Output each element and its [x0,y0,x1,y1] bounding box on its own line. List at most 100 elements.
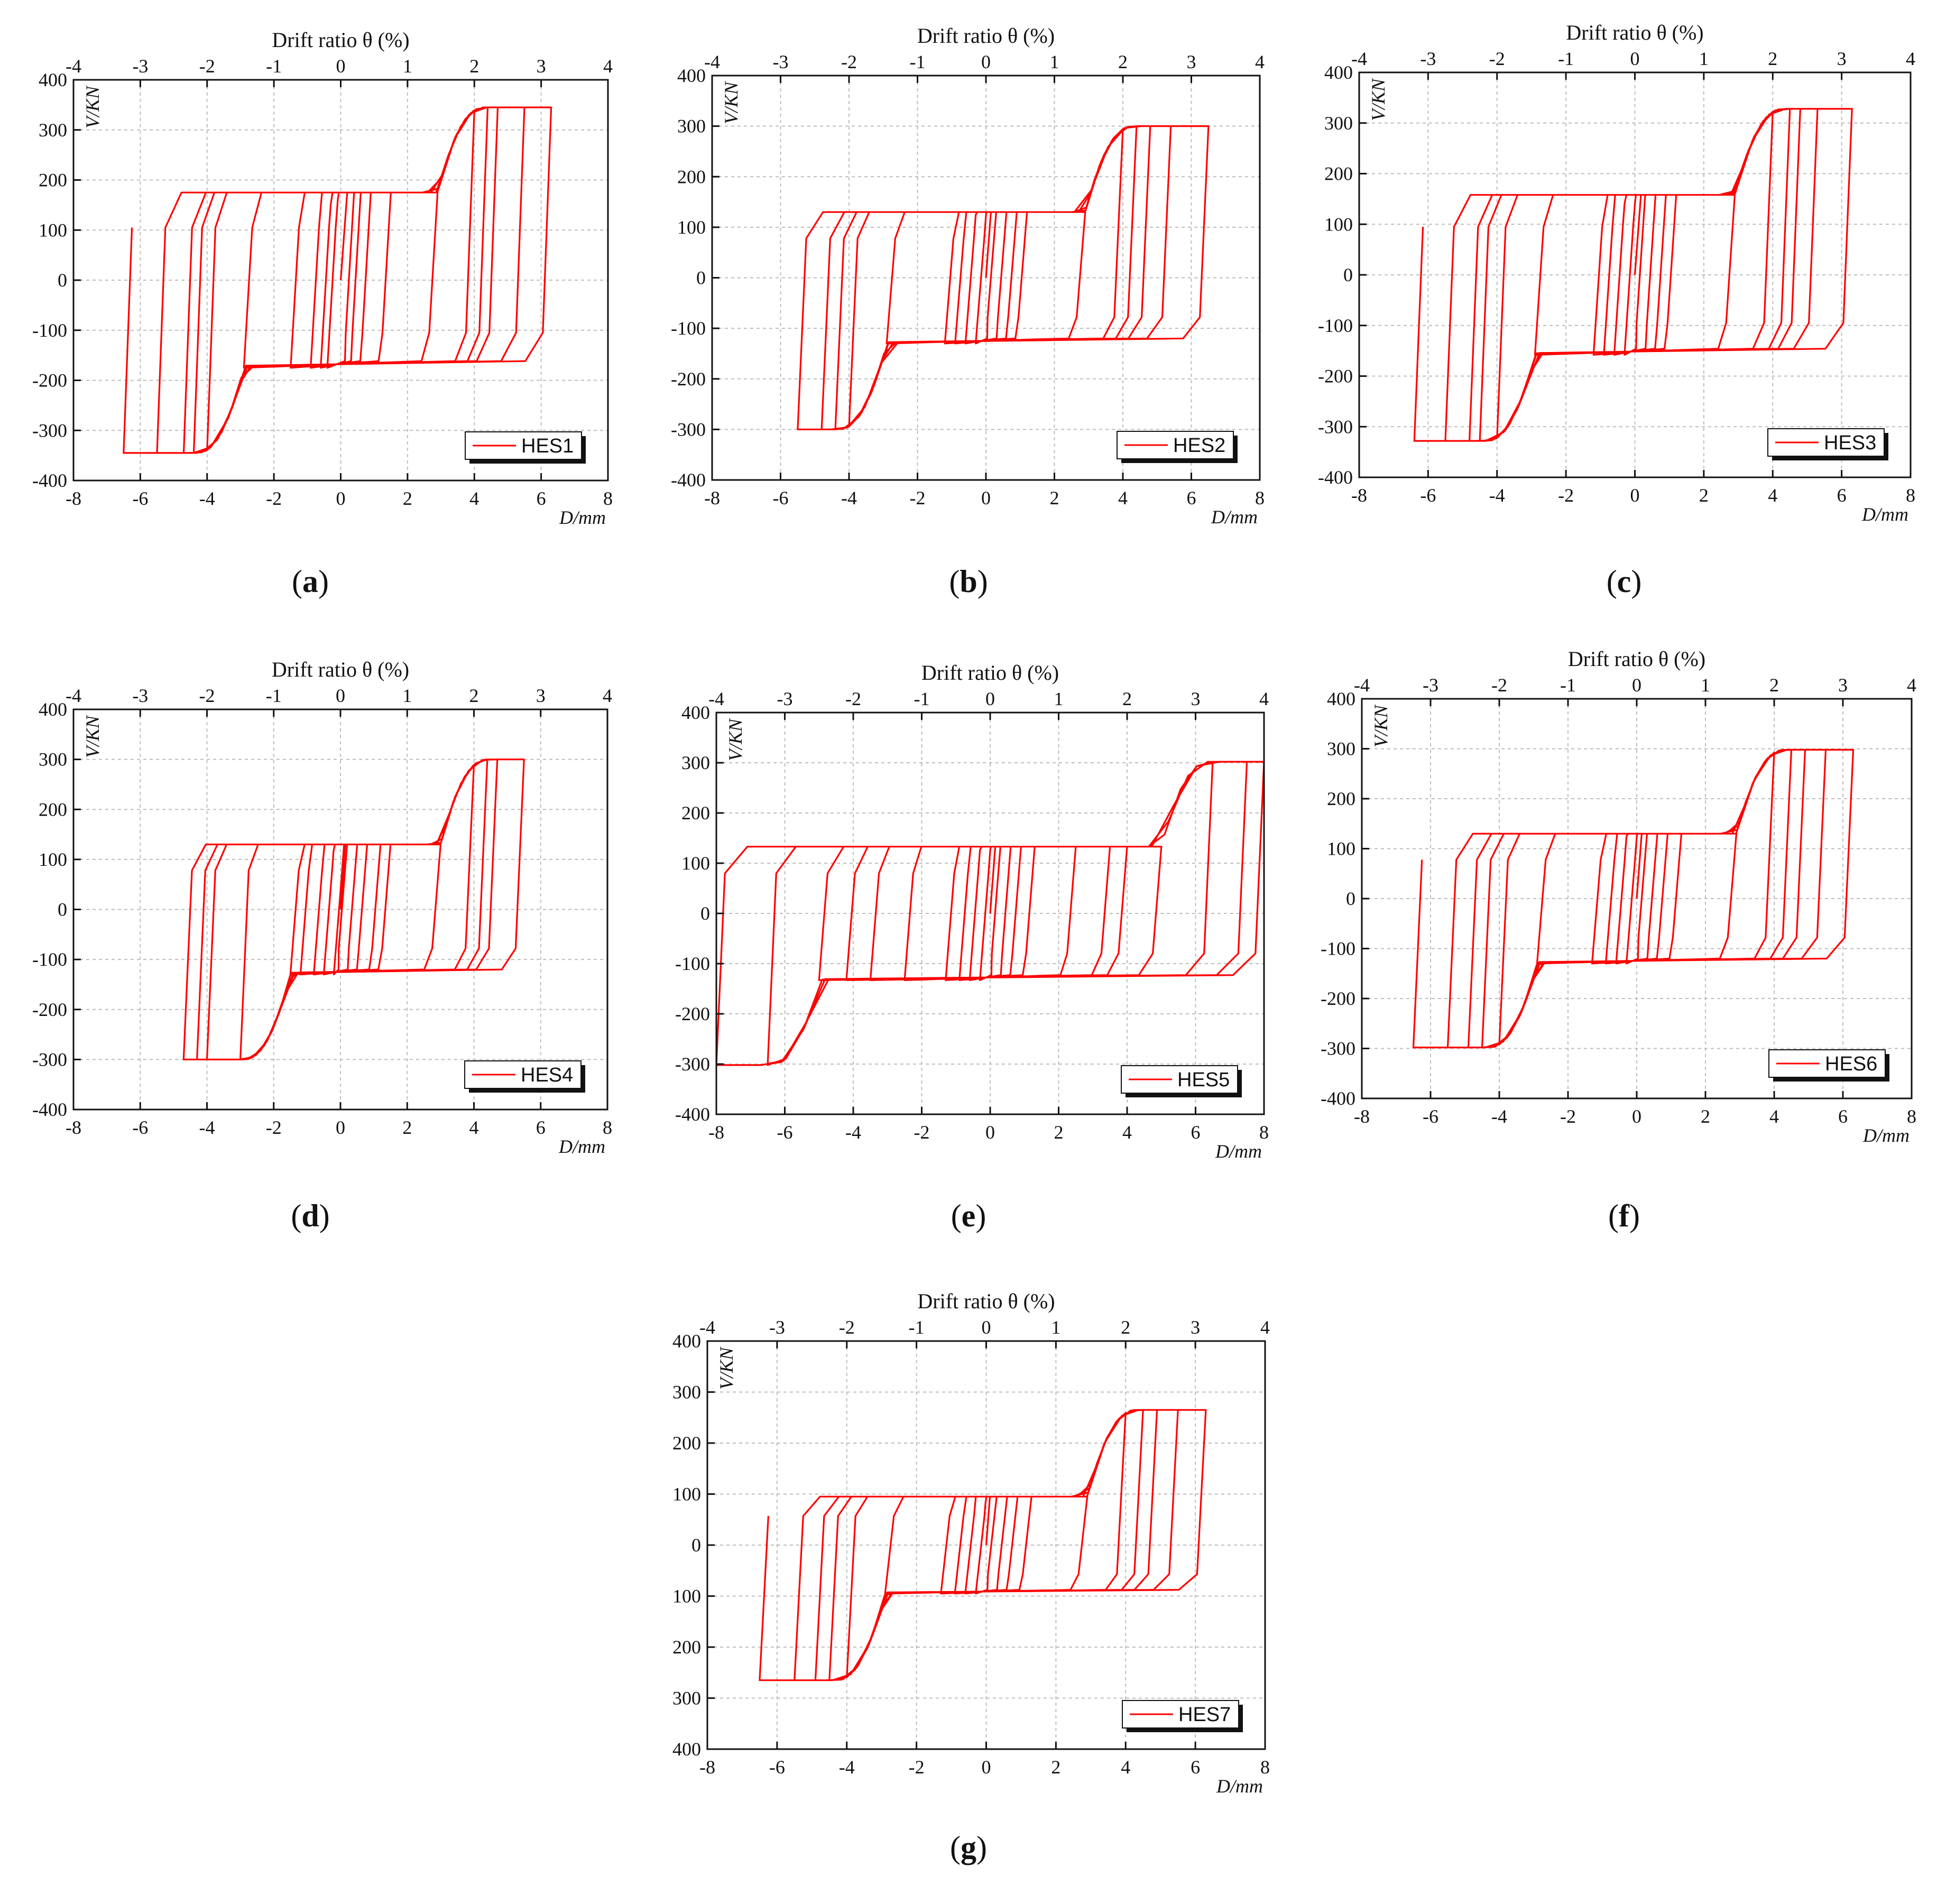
caption-close: ) [1631,564,1641,599]
x-tick-label: 0 [981,487,991,509]
y-tick-label: -200 [671,368,706,390]
x-tick-label: 8 [1907,1106,1916,1127]
y-tick-label: -100 [1318,315,1353,336]
panel-caption: (a) [292,564,329,599]
y-tick-label: -300 [1321,1038,1355,1059]
top-axis-title: Drift ratio θ (%) [917,24,1055,48]
x-axis-label: D/mm [1216,1776,1263,1797]
x-tick-label: 6 [1837,485,1847,506]
y-tick-label: 0 [58,899,67,920]
legend-label: HES1 [521,435,574,457]
top-tick-label: -1 [914,688,930,709]
panel-caption: (f) [1608,1198,1640,1233]
y-tick-label: -200 [1321,988,1355,1009]
top-tick-label: -3 [777,688,793,709]
x-tick-label: 0 [982,1757,991,1778]
y-tick-label: 100 [672,1484,701,1505]
panel-caption: (c) [1607,564,1642,599]
top-tick-label: -2 [1489,48,1505,69]
x-tick-label: 2 [1699,485,1709,506]
top-tick-label: 4 [1906,48,1915,69]
y-tick-label: 200 [672,1432,701,1454]
x-tick-label: -6 [132,488,148,509]
top-tick-label: 0 [1632,674,1641,696]
panel-caption: (e) [951,1198,986,1233]
y-tick-label: 200 [39,170,67,191]
x-tick-label: 2 [1054,1122,1064,1143]
legend: HES2 [1117,431,1238,463]
y-tick-label: 400 [1327,688,1355,709]
top-tick-label: 1 [403,56,412,77]
x-tick-label: 8 [1255,487,1265,509]
top-tick-label: 4 [603,56,613,77]
grid [1359,72,1911,477]
grid [712,76,1260,480]
legend: HES6 [1768,1049,1889,1082]
y-tick-label: 200 [672,1637,701,1658]
plot-frame [1358,71,1912,478]
series-line-HES6 [1412,748,1855,1049]
y-tick-label: 100 [39,849,67,870]
caption-open: ( [1607,564,1617,599]
top-tick-label: 2 [469,685,479,706]
x-tick-label: -4 [841,487,857,509]
legend-box [1767,428,1885,457]
top-axis-title: Drift ratio θ (%) [272,658,409,681]
series-line-HES2 [797,125,1210,430]
x-tick-label: 4 [469,488,479,509]
top-axis-title: Drift ratio θ (%) [921,661,1059,685]
plot-frame [711,75,1261,481]
top-tick-label: -3 [769,1317,785,1338]
caption-open: ( [291,1198,301,1233]
x-tick-label: -6 [132,1117,148,1138]
x-tick-label: -2 [266,1117,282,1138]
y-tick-label: -300 [32,1049,67,1070]
top-tick-label: 3 [1838,674,1848,696]
top-axis-title: Drift ratio θ (%) [917,1289,1055,1313]
y-axis-label: V/KN [721,81,742,124]
x-tick-label: -8 [704,487,720,509]
legend: HES3 [1767,428,1888,460]
top-tick-label: -3 [132,685,148,706]
top-tick-label: -4 [1354,674,1370,696]
x-tick-label: 2 [1050,487,1059,509]
y-axis-label: V/KN [716,1346,737,1390]
y-tick-label: -400 [32,1099,67,1120]
top-tick-label: 1 [1051,1317,1060,1338]
series-line-HES7 [759,1409,1207,1681]
top-tick-label: -3 [773,51,789,72]
y-tick-label: -300 [32,420,67,441]
y-tick-label: 400 [39,69,67,90]
x-tick-label: 8 [1260,1757,1270,1778]
top-tick-label: 4 [1260,1317,1270,1338]
top-tick-label: -2 [199,56,215,77]
caption-letter: a [302,564,318,599]
top-tick-label: -3 [1420,48,1436,69]
caption-letter: b [960,564,977,599]
legend-box [1122,1700,1239,1729]
y-axis-label: V/KN [82,715,103,758]
top-tick-label: 2 [1118,51,1128,72]
x-tick-label: 0 [336,488,346,509]
y-tick-label: 400 [672,1330,701,1352]
x-tick-label: 6 [1191,1757,1200,1778]
y-tick-label: 0 [691,1535,701,1556]
caption-open: ( [292,564,302,599]
y-tick-label: 400 [672,1739,701,1760]
y-tick-label: 400 [677,65,706,86]
caption-close: ) [977,564,988,599]
top-tick-label: -2 [841,51,857,72]
legend-shadow [469,1065,585,1093]
series-line-HES4 [182,759,525,1060]
top-tick-label: 2 [1122,688,1132,709]
legend-shadow [1127,1705,1243,1732]
y-tick-label: 200 [677,166,706,187]
y-tick-label: 0 [58,270,67,291]
x-tick-label: 2 [402,1117,412,1138]
x-tick-label: -2 [266,488,282,509]
x-tick-label: 4 [1121,1757,1130,1778]
y-tick-label: -400 [671,469,706,491]
x-tick-label: -4 [845,1122,861,1143]
